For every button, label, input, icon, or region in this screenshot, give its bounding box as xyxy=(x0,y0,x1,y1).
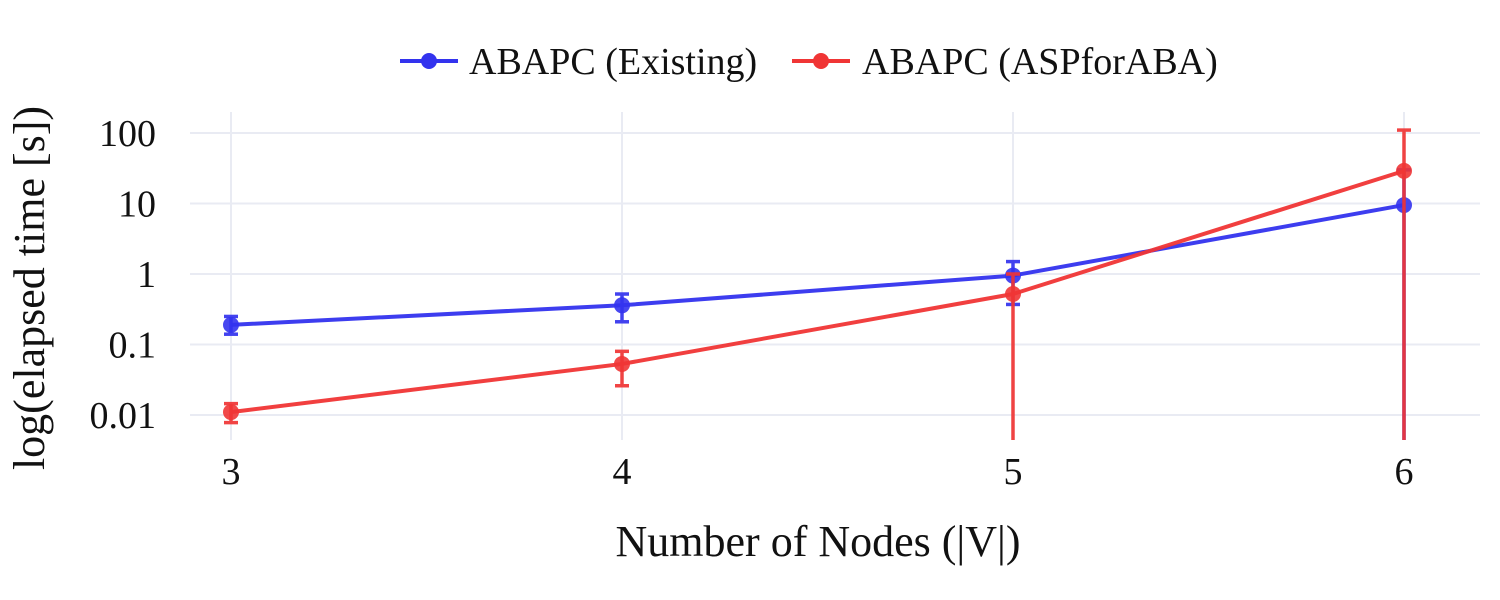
legend-swatch-marker xyxy=(421,53,437,69)
legend-item: ABAPC (Existing) xyxy=(400,41,757,83)
data-point xyxy=(223,404,239,421)
series xyxy=(223,128,1412,440)
x-axis-ticks: 3 4 5 6 xyxy=(222,451,1414,493)
x-tick-label: 3 xyxy=(222,451,241,493)
x-tick-label: 5 xyxy=(1004,451,1023,493)
legend: ABAPC (Existing) ABAPC (ASPforABA) xyxy=(400,41,1218,83)
y-axis-title: log(elapsed time [s]) xyxy=(5,106,54,470)
y-tick-label: 0.01 xyxy=(90,395,157,437)
y-tick-label: 1 xyxy=(137,254,156,296)
error-bar xyxy=(1006,272,1020,440)
data-point xyxy=(1396,162,1412,179)
data-point xyxy=(1005,286,1021,303)
legend-label: ABAPC (ASPforABA) xyxy=(862,41,1218,83)
x-axis-title: Number of Nodes (|V|) xyxy=(616,517,1021,566)
y-axis-ticks: 0.01 0.1 1 10 100 xyxy=(90,113,157,437)
y-tick-label: 100 xyxy=(99,113,156,155)
y-tick-label: 10 xyxy=(118,184,156,226)
data-point xyxy=(223,316,239,333)
series-2 xyxy=(223,128,1412,440)
legend-item: ABAPC (ASPforABA) xyxy=(792,41,1218,83)
x-tick-label: 4 xyxy=(613,451,632,493)
legend-label: ABAPC (Existing) xyxy=(469,41,757,83)
grid xyxy=(190,112,1480,440)
series-line xyxy=(230,203,1405,327)
x-tick-label: 6 xyxy=(1395,451,1414,493)
y-tick-label: 0.1 xyxy=(109,325,157,367)
data-point xyxy=(614,297,630,314)
legend-swatch-marker xyxy=(813,53,829,69)
error-bar xyxy=(1397,128,1411,440)
series-line xyxy=(230,168,1405,415)
data-point xyxy=(614,355,630,372)
